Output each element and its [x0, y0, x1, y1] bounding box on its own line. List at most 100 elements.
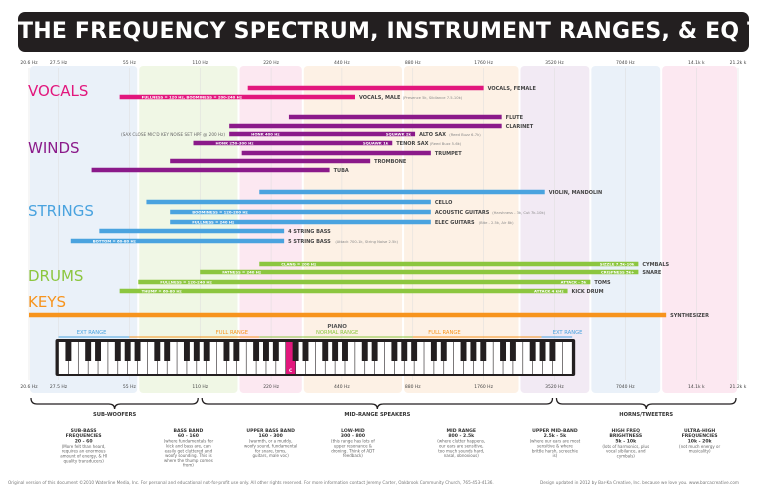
- piano-black-key: [401, 342, 408, 361]
- piano-white-key: [78, 342, 88, 374]
- speaker-brace: [201, 397, 554, 410]
- piano-black-key: [430, 342, 437, 361]
- piano-black-key: [509, 342, 516, 361]
- piano-range-label: EXT RANGE: [553, 330, 583, 336]
- bar-note: (Harshness - 3k, Cut 7k-10k): [492, 211, 545, 215]
- bar-label: TENOR SAX: [396, 141, 428, 147]
- band-desc: guitars, male voc): [253, 453, 290, 458]
- band-desc: upper resonance &: [334, 444, 372, 449]
- band-range: 160 - 300: [259, 433, 283, 439]
- piano-black-key: [203, 342, 210, 361]
- piano-black-key: [114, 342, 121, 361]
- piano-white-key: [503, 342, 513, 374]
- bar-label: TUBA: [334, 168, 349, 174]
- piano-black-key: [361, 342, 368, 361]
- band-title: MID RANGE: [446, 428, 476, 434]
- piano-white-key: [542, 342, 553, 374]
- tick-label-top: 3520 Hz: [545, 60, 564, 66]
- piano-black-key: [95, 342, 102, 361]
- tick-label-bottom: 21.2k k: [730, 384, 747, 390]
- bar-strings: [99, 228, 285, 234]
- piano-black-key: [391, 342, 398, 361]
- category-label-drums: DRUMS: [28, 267, 83, 285]
- band-desc: where the thump comes: [164, 458, 213, 463]
- bar-winds: [288, 114, 502, 120]
- piano-black-key: [164, 342, 171, 361]
- piano-white-key: [453, 342, 464, 374]
- bar-strings: [170, 209, 431, 215]
- piano-black-key: [253, 342, 260, 361]
- piano-black-key: [65, 342, 72, 361]
- footer-credit-left: Original version of this document ©2010 …: [8, 480, 494, 485]
- bar-winds: [170, 158, 371, 164]
- band-title: BASS BAND: [174, 428, 204, 434]
- band-desc: droning. Think of ADT: [331, 448, 375, 453]
- piano-white-key: [108, 342, 118, 374]
- piano-white-key: [58, 342, 69, 374]
- band-desc: woofy sound, fundamental: [244, 444, 297, 449]
- piano-black-key: [371, 342, 378, 361]
- band-desc: sensitive & where: [537, 444, 573, 449]
- bar-label: CELLO: [435, 200, 453, 206]
- bar-label: 4 STRING BASS: [288, 229, 331, 235]
- piano-black-key: [549, 342, 556, 361]
- piano-white-key: [335, 342, 345, 374]
- bar-label: ELEC GUITARS: [435, 220, 475, 226]
- piano-black-key: [292, 342, 299, 361]
- piano-black-key: [411, 342, 418, 361]
- bar-vocals: [119, 94, 355, 100]
- band-column: [520, 66, 590, 393]
- band-title: BRIGHTNESS: [609, 433, 642, 439]
- piano-white-key: [414, 342, 424, 374]
- band-title: ULTRA-HIGH: [684, 428, 715, 434]
- piano-white-key: [444, 342, 454, 374]
- piano-white-key: [88, 342, 98, 374]
- band-desc: (where fundamentals for: [164, 439, 214, 444]
- tick-label-bottom: 7040 Hz: [616, 384, 635, 390]
- tick-label-top: 220 Hz: [263, 60, 279, 66]
- piano-white-key: [523, 342, 533, 374]
- piano-white-key: [236, 342, 246, 374]
- band-column: [404, 66, 519, 393]
- bar-inside-label: SQUAWK 2k: [386, 132, 412, 137]
- bar-drums: [119, 288, 568, 294]
- bar-label: CYMBALS: [642, 262, 669, 268]
- tick-label-top: 7040 Hz: [616, 60, 635, 66]
- bar-inside-label: HONK 400 Hz: [251, 132, 280, 137]
- piano-white-key: [246, 342, 256, 374]
- piano-white-key: [98, 342, 108, 374]
- band-desc: (lots of harmonics, plus: [602, 444, 649, 449]
- bar-label: ALTO SAX: [419, 132, 446, 138]
- piano-key-middle-c: [286, 342, 296, 374]
- piano-white-key: [394, 342, 404, 374]
- band-range: 20 - 60: [75, 438, 93, 444]
- tick-label-top: 440 Hz: [334, 60, 350, 66]
- piano-black-key: [460, 342, 467, 361]
- piano-white-key: [384, 342, 395, 374]
- piano-white-key: [295, 342, 306, 374]
- tick-label-top: 1760 Hz: [474, 60, 493, 66]
- bar-inside-label: FULLNESS = 240 Hz: [192, 220, 235, 225]
- bar-label: VOCALS, MALE: [359, 95, 401, 101]
- piano-title: PIANO: [327, 324, 347, 330]
- piano-white-key: [473, 342, 483, 374]
- speaker-group-label: HORNS/TWEETERS: [619, 412, 673, 418]
- bar-inside-label: FULLNESS = 120-240 Hz: [160, 280, 212, 285]
- piano-middle-c-label: C: [289, 368, 293, 374]
- band-title: UPPER BASS BAND: [246, 428, 295, 434]
- piano-black-key: [272, 342, 279, 361]
- piano-white-key: [532, 342, 543, 374]
- piano-black-key: [332, 342, 339, 361]
- band-desc: from): [183, 463, 194, 468]
- band-desc: (More felt than heard,: [62, 444, 106, 449]
- band-range: 60 - 160: [178, 433, 199, 439]
- piano-white-key: [187, 342, 197, 374]
- piano-white-key: [256, 342, 266, 374]
- piano-white-key: [226, 342, 237, 374]
- piano-white-key: [177, 342, 187, 374]
- piano-white-key: [276, 342, 286, 374]
- tick-label-bottom: 14.1k k: [688, 384, 705, 390]
- piano-white-key: [424, 342, 434, 374]
- bar-note: (Reed Buzz 6-7k): [449, 133, 481, 137]
- piano-white-key: [68, 342, 78, 374]
